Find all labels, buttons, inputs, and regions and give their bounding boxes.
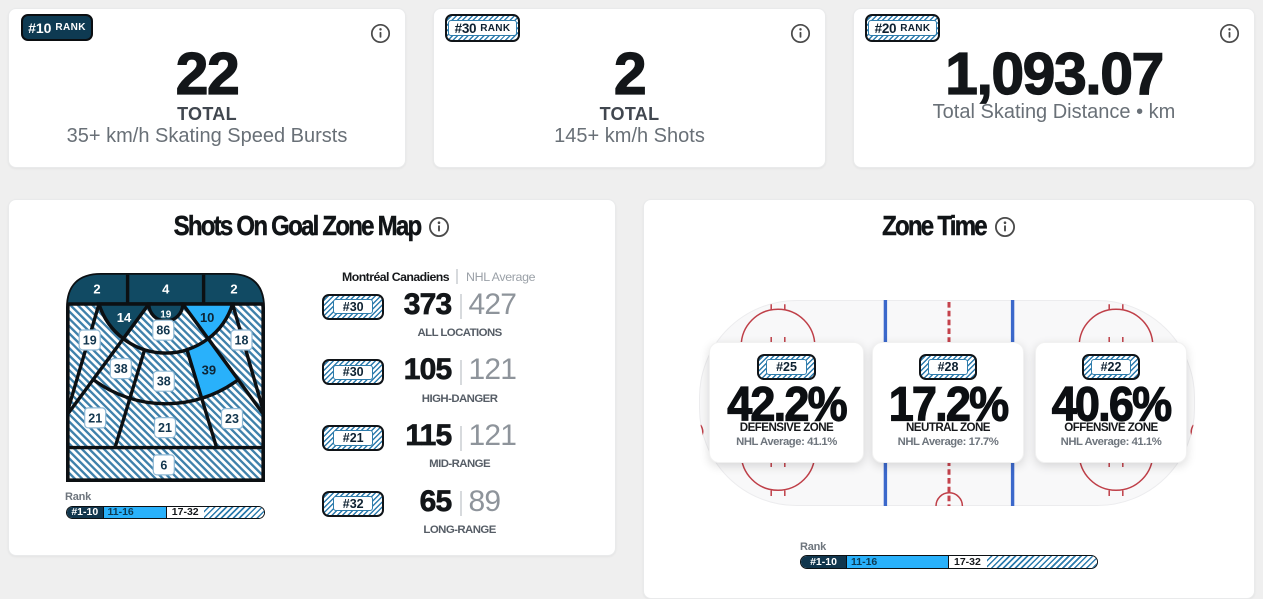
- svg-text:18: 18: [235, 334, 249, 348]
- svg-text:19: 19: [83, 334, 97, 348]
- svg-text:38: 38: [114, 362, 128, 376]
- svg-text:14: 14: [117, 310, 132, 325]
- svg-text:39: 39: [202, 362, 216, 377]
- svg-text:6: 6: [160, 458, 167, 472]
- svg-text:21: 21: [158, 421, 172, 435]
- svg-text:10: 10: [200, 310, 214, 325]
- svg-text:2: 2: [93, 282, 100, 297]
- svg-text:86: 86: [156, 324, 170, 338]
- svg-text:21: 21: [88, 411, 102, 425]
- svg-text:23: 23: [225, 412, 239, 426]
- svg-text:4: 4: [162, 282, 170, 297]
- svg-text:2: 2: [230, 282, 237, 297]
- svg-text:38: 38: [157, 375, 171, 389]
- svg-text:19: 19: [160, 310, 172, 321]
